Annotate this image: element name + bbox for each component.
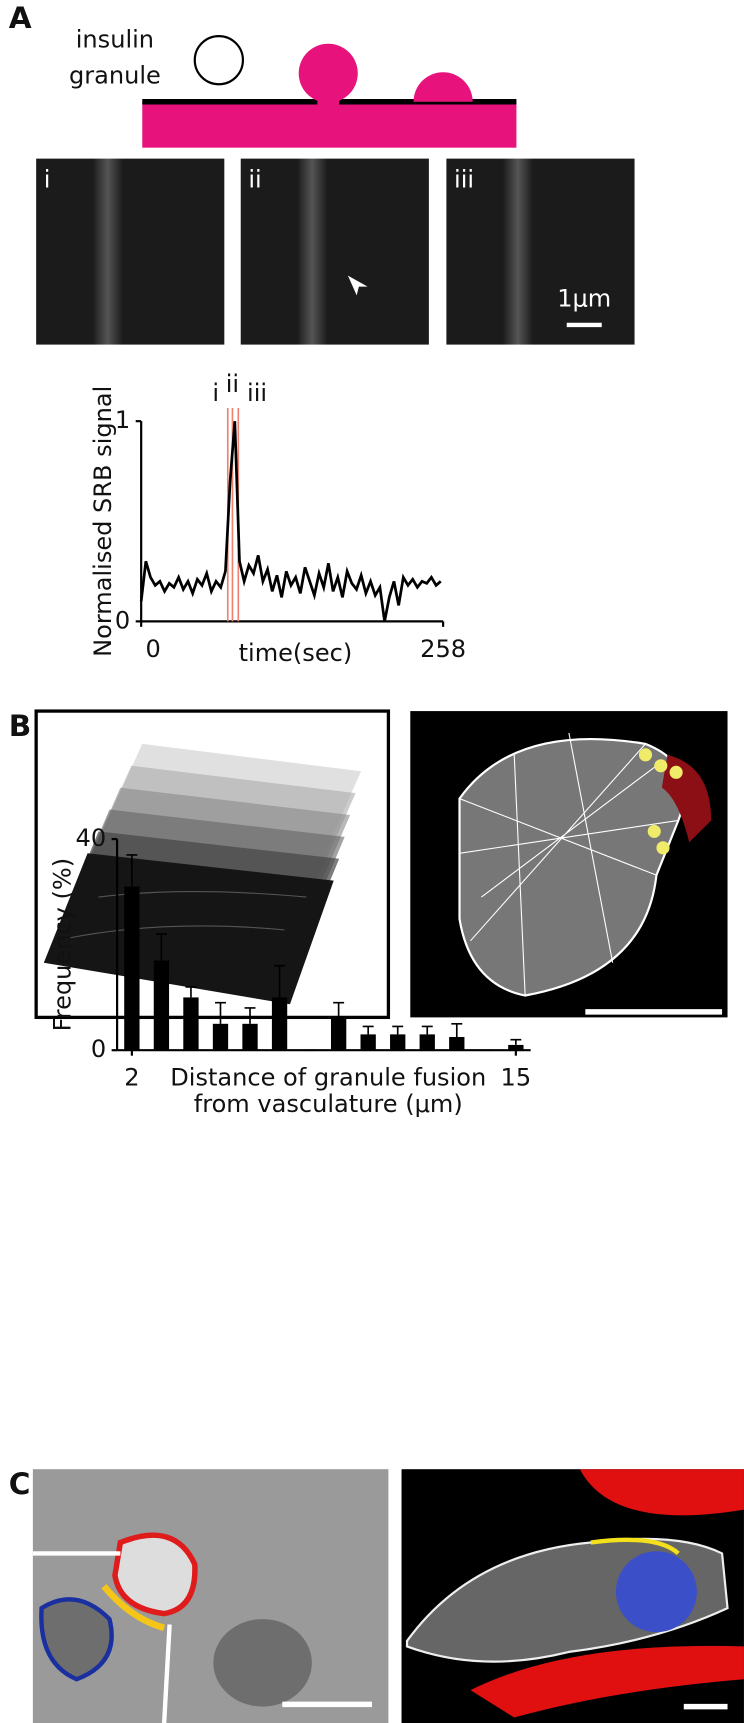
marker-label: i [212, 379, 219, 407]
image-label: i [44, 166, 51, 194]
bar [242, 1023, 258, 1051]
diagram-label: insulin [76, 25, 154, 53]
error-bar [333, 1001, 345, 1019]
error-bar [362, 1025, 374, 1035]
panel-label: A [9, 1, 32, 35]
bar [390, 1034, 406, 1051]
cell-wireframe [410, 711, 728, 1018]
error-bar [126, 854, 138, 887]
image-label: ii [248, 166, 261, 194]
panel-label: B [9, 709, 31, 743]
granule-diagram [142, 35, 517, 148]
scale-bar-label: 1μm [557, 285, 611, 313]
error-bar [244, 1007, 256, 1024]
error-bar [392, 1025, 404, 1035]
signal-line [139, 421, 442, 622]
panel-label: C [9, 1467, 31, 1501]
x-tick-label: 258 [420, 635, 466, 663]
bar [360, 1034, 376, 1051]
y-tick-label: 0 [91, 1035, 106, 1063]
x-tick-label: 2 [124, 1064, 139, 1092]
marker-label: ii [226, 370, 239, 398]
bar [449, 1037, 465, 1051]
error-bar [185, 986, 197, 998]
error-bar [215, 1001, 226, 1024]
bar [330, 1018, 347, 1051]
bar [508, 1044, 524, 1051]
cell-reconstruction [401, 1469, 744, 1723]
x-axis-label: from vasculature (μm) [194, 1090, 463, 1118]
marker-label: iii [247, 379, 267, 407]
micrographs [36, 158, 635, 345]
bar [212, 1023, 229, 1051]
error-bar [451, 1022, 463, 1038]
error-bar [421, 1025, 433, 1035]
bar [153, 960, 170, 1051]
bar [124, 886, 140, 1051]
x-axis-label: time(sec) [239, 639, 353, 667]
y-axis-label: Normalised SRB signal [89, 386, 117, 657]
bar [271, 997, 288, 1051]
y-axis-label: Frequency (%) [49, 858, 77, 1031]
bar [183, 997, 199, 1051]
x-tick-label: 0 [146, 635, 161, 663]
y-tick-label: 40 [76, 824, 107, 852]
bar [419, 1034, 435, 1051]
x-axis-label: Distance of granule fusion [170, 1064, 486, 1092]
image-label: iii [454, 166, 474, 194]
diagram-label: granule [69, 62, 161, 90]
y-tick-label: 0 [115, 606, 130, 634]
em-image [32, 1469, 389, 1723]
error-bar [274, 964, 286, 998]
error-bar [510, 1038, 522, 1045]
error-bar [155, 933, 167, 961]
image-stack [34, 709, 391, 1020]
x-tick-label: 15 [501, 1064, 532, 1092]
y-tick-label: 1 [115, 406, 130, 434]
